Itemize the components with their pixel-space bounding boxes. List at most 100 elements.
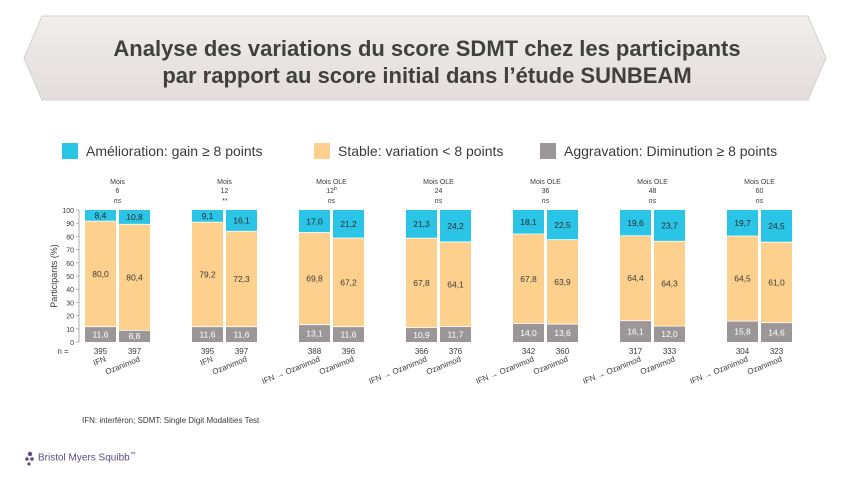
group-significance: ** [222,198,228,205]
bar-segment-stable [333,237,364,327]
x-category-label: Ozanimod [104,355,141,377]
n-value: 396 [342,347,356,356]
x-category-label: IFN → Ozanimod [368,355,429,386]
x-category-label: Ozanimod [532,355,569,377]
y-tick-label: 50 [66,274,74,281]
y-tick-label: 40 [66,287,74,294]
bar-segment-stable [513,234,544,324]
sdmt-stacked-bar-chart: Participants (%) 0 10 20 30 40 50 60 70 80 90 100 n … [49,179,792,386]
data-label-worsening: 15,8 [734,327,751,337]
bar-segment-improvement [513,210,544,235]
n-value: 388 [308,347,322,356]
data-label-stable: 61,0 [768,277,785,287]
legend-swatch-stable [314,143,330,159]
bar-segment-improvement [85,210,116,222]
n-value: 304 [736,347,750,356]
data-label-improvement: 24,5 [768,221,785,231]
group-header-period: 60 [756,188,764,195]
data-label-worsening: 14,0 [520,328,537,338]
bar-segment-worsening [654,326,685,342]
x-category-label: Ozanimod [318,355,355,377]
bar-segment-improvement [727,210,758,237]
y-tick-label: 70 [66,248,74,255]
bar-segment-stable [727,236,758,322]
y-tick-label: 30 [66,300,74,307]
data-label-improvement: 8,4 [95,211,107,221]
n-label: n = [57,347,69,356]
bar-segment-worsening [192,326,223,342]
group-header-period: 36 [542,188,550,195]
data-label-improvement: 22,5 [554,220,571,230]
bar-segment-improvement [547,210,578,240]
x-category-label: IFN → Ozanimod [689,355,750,386]
bar-segment-worsening [119,330,150,342]
group-header-period: 48 [649,188,657,195]
data-label-worsening: 13,6 [554,328,571,338]
data-label-worsening: 11,6 [234,329,250,339]
group-significance: ns [649,198,657,205]
group-header-period: 6 [116,188,120,195]
bar-segment-improvement [333,210,364,238]
data-label-worsening: 8,8 [129,331,141,341]
bar-segment-improvement [119,210,150,225]
n-value: 333 [663,347,677,356]
data-label-improvement: 21,3 [413,219,430,229]
y-tick-label: 90 [66,221,74,228]
data-label-stable: 67,8 [413,278,430,288]
page-title-line-1: Analyse des variations du score SDMT che… [113,36,741,61]
bar-segment-stable [226,231,257,327]
bar-segment-worsening [727,321,758,342]
n-value: 317 [629,347,643,356]
bar-segment-worsening [513,323,544,342]
data-label-stable: 63,9 [554,277,571,287]
data-label-improvement: 19,7 [734,218,751,228]
data-label-improvement: 10,8 [126,212,143,222]
group-header-label: Mois OLE [530,179,561,186]
data-label-improvement: 24,2 [447,221,464,231]
bar-segment-worsening [85,326,116,342]
data-label-stable: 64,4 [627,273,644,283]
data-label-stable: 64,3 [661,279,678,289]
y-tick-label: 80 [66,234,74,241]
data-label-worsening: 13,1 [306,328,323,338]
y-tick-label: 100 [62,208,74,215]
data-label-worsening: 11,6 [341,329,357,339]
y-tick-label: 10 [66,327,74,334]
n-value: 342 [522,347,536,356]
group-header-label: Mois OLE [423,179,454,186]
bar-segment-improvement [620,210,651,236]
bms-logo-icon [25,451,34,466]
n-value: 395 [94,347,108,356]
group-header-label: Mois OLE [637,179,668,186]
bar-segment-improvement [299,210,330,233]
bar-segment-stable [547,239,578,325]
data-label-worsening: 16,1 [627,326,644,336]
data-label-worsening: 11,7 [448,329,464,339]
n-value: 323 [770,347,784,356]
bar-segment-improvement [654,210,685,242]
group-header-period: 12 [221,188,229,195]
bar-segment-worsening [226,326,257,342]
y-tick-label: 60 [66,261,74,268]
n-value: 397 [235,347,249,356]
group-significance: ns [756,198,764,205]
y-tick-label: 20 [66,314,74,321]
data-label-improvement: 19,6 [627,218,644,228]
data-label-improvement: 23,7 [661,221,678,231]
x-category-label: IFN [199,354,215,367]
data-label-worsening: 10,9 [413,330,430,340]
bar-segment-stable [192,222,223,327]
bar-segment-stable [440,241,471,327]
data-label-stable: 72,3 [233,274,250,284]
data-label-worsening: 11,6 [200,329,216,339]
group-header-label: Mois OLE [316,179,347,186]
group-significance: ns [435,198,443,205]
bar-segment-worsening [761,322,792,342]
group-significance: ns [114,198,122,205]
data-label-stable: 67,2 [340,277,357,287]
group-significance: ns [542,198,550,205]
bar-segment-stable [761,242,792,323]
data-label-stable: 64,1 [447,279,464,289]
data-label-improvement: 21,2 [340,219,357,229]
footnote: IFN: interféron; SDMT: Single Digit Moda… [82,416,260,425]
